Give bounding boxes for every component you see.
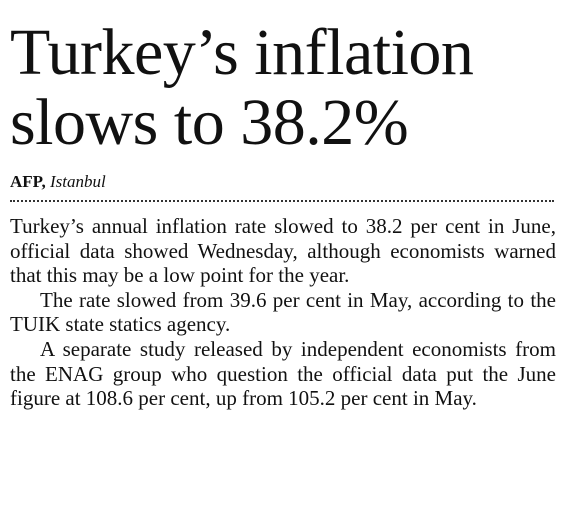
paragraph-1: Turkey’s annual inflation rate slowed to… <box>10 214 556 288</box>
byline: AFP, Istanbul <box>10 172 556 192</box>
paragraph-3: A separate study released by independent… <box>10 336 556 411</box>
byline-location: Istanbul <box>50 172 106 191</box>
article-body: Turkey’s annual inflation rate slowed to… <box>10 214 556 411</box>
dotted-divider <box>10 200 554 202</box>
news-article: Turkey’s inflation slows to 38.2% AFP, I… <box>10 18 556 411</box>
headline-line-1: Turkey’s inflation <box>10 16 474 89</box>
headline-line-2: slows to 38.2% <box>10 86 409 159</box>
byline-agency: AFP, <box>10 172 46 191</box>
paragraph-2: The rate slowed from 39.6 per cent in Ma… <box>10 287 556 337</box>
headline: Turkey’s inflation slows to 38.2% <box>10 18 556 158</box>
